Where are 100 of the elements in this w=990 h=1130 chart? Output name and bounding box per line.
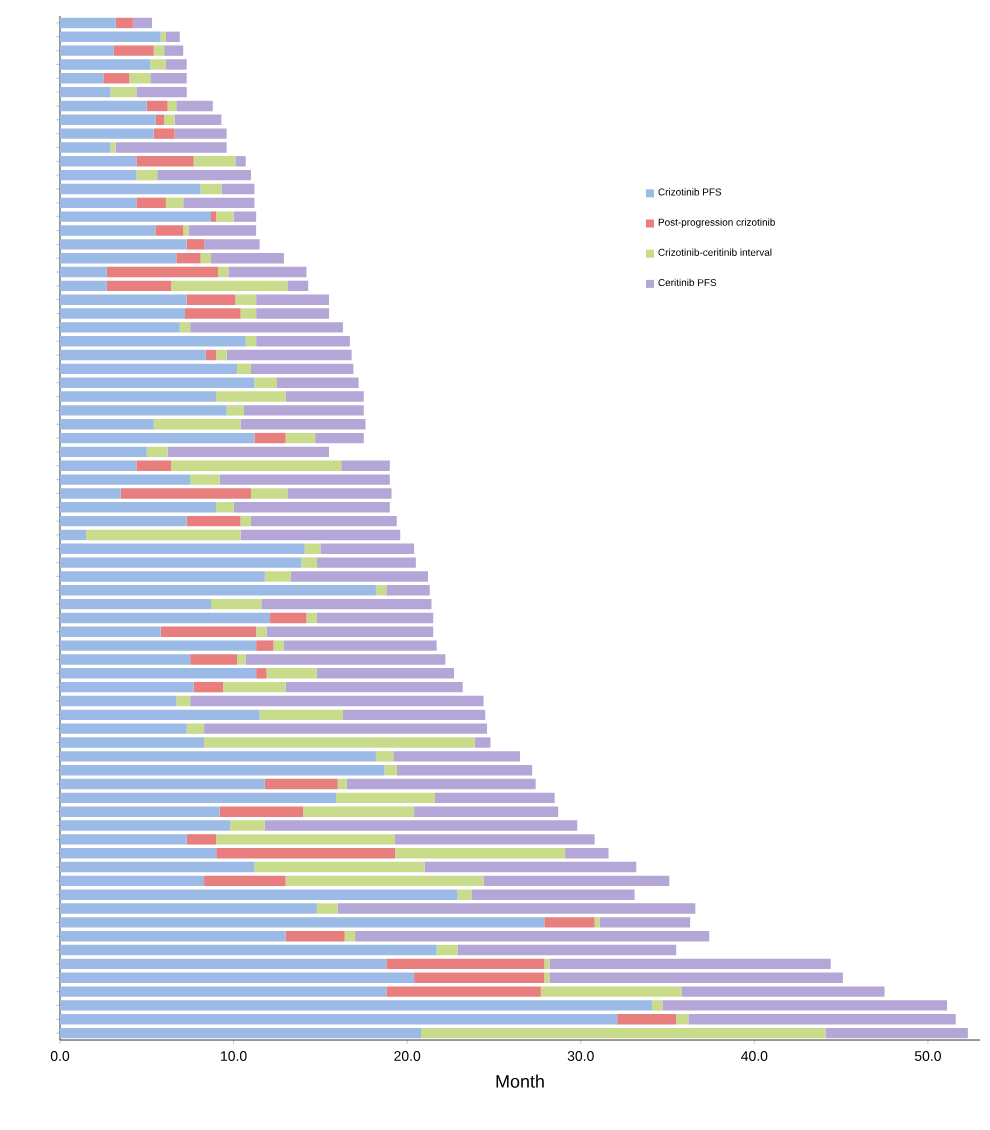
bar bbox=[211, 211, 217, 222]
bar bbox=[216, 211, 234, 222]
bar bbox=[186, 723, 205, 734]
bar bbox=[395, 848, 566, 859]
bar bbox=[129, 73, 151, 84]
bar bbox=[237, 363, 251, 375]
bar bbox=[216, 502, 234, 513]
bar bbox=[240, 515, 251, 527]
bar bbox=[60, 266, 107, 278]
bar bbox=[457, 889, 472, 900]
bar bbox=[219, 806, 304, 817]
bar bbox=[617, 1014, 677, 1025]
bar bbox=[216, 349, 227, 361]
bar bbox=[60, 778, 265, 790]
bar bbox=[344, 931, 356, 942]
bar bbox=[86, 529, 241, 541]
bar bbox=[146, 100, 168, 112]
bar bbox=[421, 1027, 826, 1039]
bar bbox=[386, 958, 545, 970]
bar bbox=[106, 266, 218, 278]
bar bbox=[60, 612, 271, 624]
bar bbox=[264, 571, 291, 582]
bar bbox=[190, 654, 238, 665]
bar bbox=[217, 266, 229, 278]
bar bbox=[375, 585, 387, 596]
bar bbox=[221, 183, 255, 195]
bar bbox=[136, 169, 158, 181]
bar bbox=[120, 488, 251, 499]
bar bbox=[200, 183, 222, 195]
bar bbox=[136, 460, 172, 471]
bar bbox=[250, 488, 288, 499]
bar bbox=[457, 944, 677, 956]
bar bbox=[176, 100, 213, 112]
bar bbox=[211, 598, 262, 610]
bar bbox=[256, 640, 274, 651]
bar bbox=[256, 668, 267, 679]
bar bbox=[164, 114, 175, 125]
bar bbox=[200, 252, 212, 264]
bar bbox=[254, 432, 286, 444]
bar bbox=[436, 944, 458, 956]
bar bbox=[237, 654, 246, 665]
bar bbox=[676, 1014, 689, 1025]
bar bbox=[190, 695, 484, 707]
bar bbox=[544, 958, 550, 970]
bar bbox=[60, 1027, 422, 1039]
bar bbox=[136, 86, 187, 98]
bar bbox=[186, 834, 217, 845]
bar bbox=[250, 363, 354, 375]
x-axis-title: Month bbox=[496, 1074, 544, 1088]
bar bbox=[264, 778, 338, 790]
bar bbox=[205, 349, 217, 361]
bar bbox=[60, 695, 177, 707]
bar bbox=[316, 612, 434, 624]
bar bbox=[216, 848, 396, 859]
bar bbox=[60, 100, 147, 112]
bar bbox=[106, 280, 172, 292]
bar bbox=[136, 197, 166, 209]
bar bbox=[167, 446, 330, 458]
bar bbox=[240, 529, 401, 541]
bar bbox=[315, 432, 364, 444]
bar bbox=[60, 432, 255, 444]
bar bbox=[60, 349, 206, 361]
bar bbox=[549, 958, 831, 970]
bar bbox=[110, 86, 137, 98]
bar bbox=[60, 183, 201, 195]
bar bbox=[273, 640, 284, 651]
bar bbox=[60, 598, 212, 610]
bar bbox=[424, 861, 637, 873]
bar bbox=[316, 903, 338, 914]
bar bbox=[285, 931, 345, 942]
bar bbox=[270, 612, 307, 624]
bar bbox=[60, 86, 111, 98]
bar bbox=[204, 875, 286, 887]
bar bbox=[346, 778, 536, 790]
bar bbox=[825, 1027, 968, 1039]
bar bbox=[259, 709, 343, 721]
bar bbox=[256, 626, 267, 637]
bar bbox=[155, 225, 184, 236]
bar bbox=[113, 45, 154, 56]
bar bbox=[60, 515, 187, 527]
bar bbox=[250, 515, 397, 527]
bar bbox=[285, 432, 316, 444]
bar bbox=[60, 17, 116, 29]
bar bbox=[261, 598, 432, 610]
bar bbox=[110, 142, 116, 153]
bar bbox=[176, 695, 191, 707]
bar bbox=[179, 322, 191, 333]
bar bbox=[245, 336, 257, 347]
bar bbox=[483, 875, 670, 887]
bar bbox=[306, 612, 317, 624]
bar bbox=[254, 861, 425, 873]
bar bbox=[60, 958, 387, 970]
bar bbox=[60, 529, 87, 541]
bar bbox=[226, 349, 352, 361]
bar bbox=[228, 266, 307, 278]
bar bbox=[183, 225, 189, 236]
bar bbox=[60, 944, 437, 956]
bar bbox=[60, 446, 147, 458]
bar bbox=[115, 17, 133, 29]
bar bbox=[594, 917, 600, 928]
